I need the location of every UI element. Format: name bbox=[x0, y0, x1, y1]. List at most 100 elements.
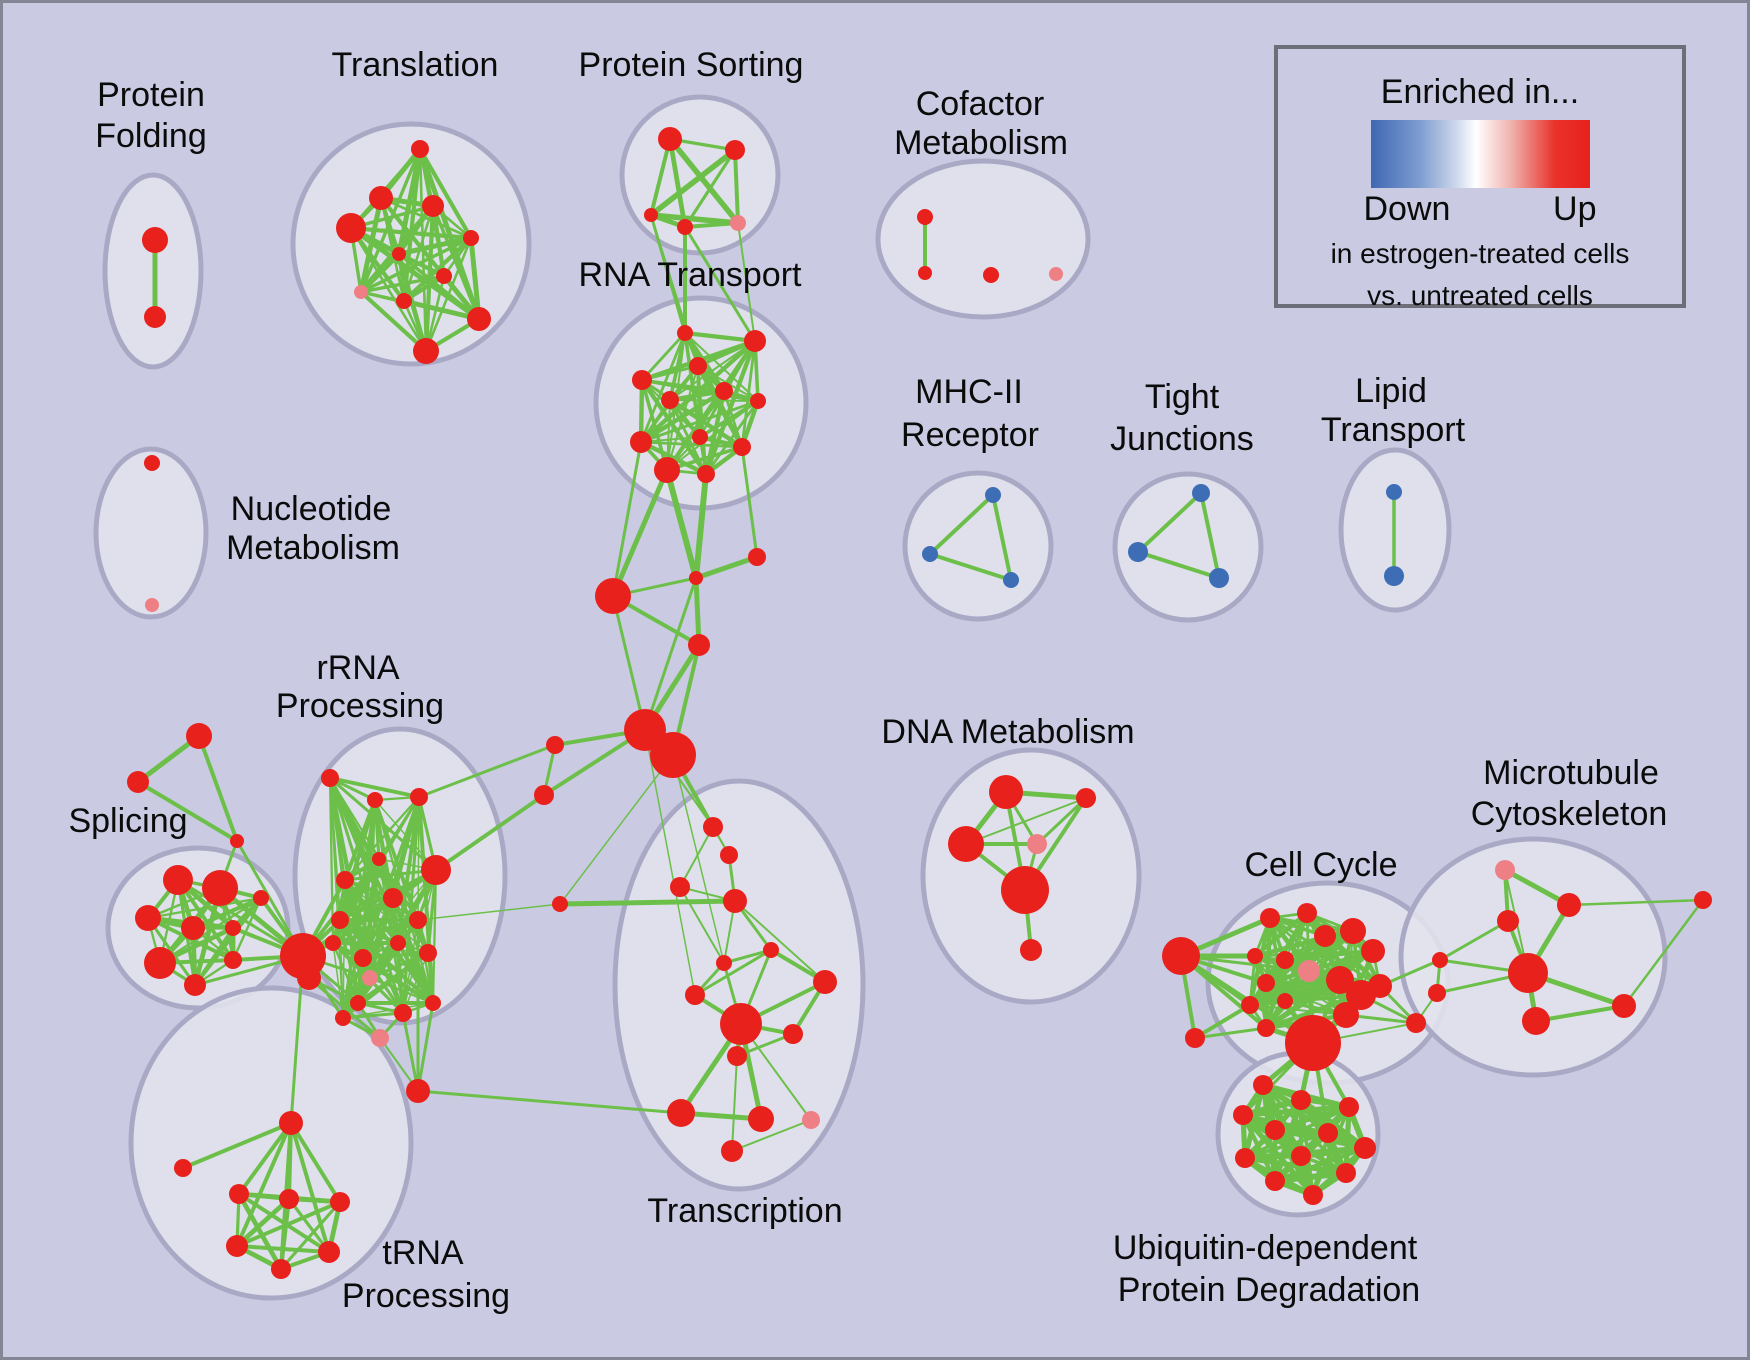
edge bbox=[679, 886, 725, 964]
edge bbox=[1193, 1003, 1252, 1040]
cluster-label-transcription: Transcription bbox=[647, 1192, 842, 1230]
edge bbox=[667, 388, 727, 403]
gene-set-node bbox=[354, 949, 372, 967]
edge bbox=[1534, 1004, 1626, 1023]
edge bbox=[1193, 1026, 1268, 1040]
gene-set-node bbox=[392, 247, 406, 261]
edge bbox=[1502, 867, 1572, 908]
edge bbox=[234, 1196, 292, 1249]
cluster-label-trna-processing: tRNA bbox=[382, 1234, 464, 1272]
gene-set-node bbox=[325, 935, 341, 951]
gene-set-node bbox=[630, 431, 652, 453]
gene-set-node bbox=[1326, 966, 1354, 994]
gene-set-node bbox=[1265, 1120, 1285, 1140]
gene-set-node bbox=[1241, 996, 1259, 1014]
edge bbox=[610, 467, 670, 599]
gene-set-node bbox=[1257, 1019, 1275, 1037]
cluster-label-protein-folding: Folding bbox=[95, 117, 207, 155]
gene-set-node bbox=[253, 890, 269, 906]
edge bbox=[1622, 898, 1705, 1008]
edge bbox=[343, 795, 421, 882]
gene-set-node bbox=[184, 974, 206, 996]
gene-set-node bbox=[419, 944, 437, 962]
gene-set-node bbox=[135, 905, 161, 931]
edge bbox=[431, 868, 438, 1005]
edge bbox=[672, 754, 725, 964]
gene-set-node bbox=[1522, 1007, 1550, 1035]
gene-set-node bbox=[763, 942, 779, 958]
gene-set-node bbox=[727, 1046, 747, 1066]
gene-set-node bbox=[983, 267, 999, 283]
edge bbox=[683, 225, 757, 343]
edge bbox=[434, 793, 546, 872]
gene-set-node bbox=[1076, 788, 1096, 808]
gene-set-node bbox=[1694, 891, 1712, 909]
edge bbox=[731, 1119, 812, 1152]
edge bbox=[331, 918, 420, 945]
cluster-label-ubiquitin-degradation: Protein Degradation bbox=[1118, 1271, 1420, 1309]
edge bbox=[1252, 928, 1356, 959]
cluster-label-translation: Translation bbox=[332, 46, 499, 84]
legend-gradient-bar bbox=[1370, 120, 1590, 188]
gene-set-node bbox=[1497, 910, 1519, 932]
gene-set-node bbox=[922, 546, 938, 562]
gene-set-node bbox=[1277, 993, 1293, 1009]
gene-set-node bbox=[371, 1029, 389, 1047]
gene-set-node bbox=[1285, 1015, 1341, 1071]
gene-set-node bbox=[689, 571, 703, 585]
cluster-label-cofactor-metabolism: Metabolism bbox=[894, 124, 1068, 162]
gene-set-node bbox=[802, 1111, 820, 1129]
edge bbox=[640, 378, 760, 403]
edge bbox=[358, 289, 429, 354]
gene-set-node bbox=[1340, 918, 1366, 944]
edge bbox=[343, 878, 405, 1015]
edge bbox=[682, 330, 758, 344]
edge bbox=[289, 1121, 342, 1204]
gene-set-node bbox=[350, 995, 366, 1011]
legend-subtitle: in estrogen-treated cells vs. untreated … bbox=[1278, 233, 1682, 317]
gene-set-node bbox=[1162, 937, 1200, 975]
cluster-label-rrna-processing: rRNA bbox=[316, 649, 399, 687]
gene-set-node bbox=[670, 877, 690, 897]
gene-set-node bbox=[703, 817, 723, 837]
edge bbox=[396, 941, 435, 1005]
edge bbox=[361, 896, 395, 960]
gene-set-node bbox=[1235, 1148, 1255, 1168]
gene-set-node bbox=[716, 955, 732, 971]
gene-set-node bbox=[186, 723, 212, 749]
edge bbox=[1136, 491, 1203, 554]
gene-set-node bbox=[1049, 267, 1063, 281]
edge bbox=[1136, 550, 1221, 580]
cluster-label-microtubule-cytoskeleton: Cytoskeleton bbox=[1471, 795, 1668, 833]
edge bbox=[740, 339, 757, 449]
gene-set-node bbox=[632, 370, 652, 390]
edge bbox=[1283, 949, 1375, 962]
edge bbox=[328, 776, 435, 1005]
gene-set-node bbox=[279, 1189, 299, 1209]
cluster-label-microtubule-cytoskeleton: Microtubule bbox=[1483, 754, 1659, 792]
gene-set-node bbox=[174, 1159, 192, 1177]
edge bbox=[181, 1121, 293, 1170]
gene-set-node bbox=[369, 186, 393, 210]
edge bbox=[331, 941, 360, 1005]
gene-set-node bbox=[336, 213, 366, 243]
gene-set-node bbox=[229, 1184, 249, 1204]
gene-set-node bbox=[783, 1024, 803, 1044]
edge bbox=[328, 776, 421, 799]
edge bbox=[397, 252, 481, 321]
edge bbox=[431, 204, 481, 321]
edge bbox=[401, 298, 482, 322]
edge bbox=[396, 235, 474, 257]
gene-set-node bbox=[163, 865, 193, 895]
gene-set-node bbox=[362, 970, 378, 986]
gene-set-node bbox=[721, 1140, 743, 1162]
gene-set-node bbox=[723, 889, 747, 913]
gene-set-node bbox=[650, 732, 696, 778]
edge bbox=[650, 214, 699, 367]
edge bbox=[965, 797, 1087, 845]
gene-set-node bbox=[748, 548, 766, 566]
edge bbox=[639, 377, 709, 477]
edge bbox=[401, 235, 474, 304]
gene-set-node bbox=[725, 140, 745, 160]
gene-set-node bbox=[720, 846, 738, 864]
